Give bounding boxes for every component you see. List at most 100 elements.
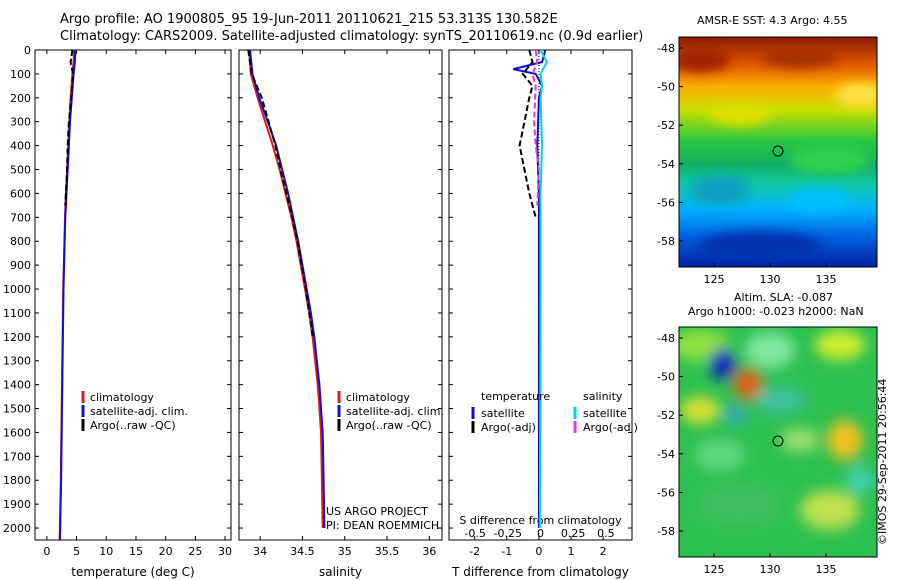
salinity-diff-tick-label: -0.5 [464,527,485,540]
salinity-diff-tick-label: 0.25 [561,527,586,540]
difference-x-tick-label: -1 [501,545,512,558]
map-axes: -48 -50 -52 -54 -56 -58 125 130 135 [657,42,836,286]
temperature-x-tick-label: 20 [159,545,173,558]
salinity-diff-tick-label: 0 [537,527,544,540]
difference-x-axis-label: T difference from climatology [451,565,629,579]
salinity-x-tick-label: 34 [253,545,267,558]
depth-tick-label: 300 [10,116,31,129]
difference-series-3 [538,49,549,529]
temperature-frame [34,49,232,541]
difference-series-2 [518,49,537,218]
legend-label: satellite-adj. clim. [90,405,188,418]
salinity-diff-tick-label: -0.25 [494,527,522,540]
map-axes: -48 -50 -52 -54 -56 -58 125 130 135 [657,332,836,576]
legend-temperature-header: temperature [481,390,550,403]
legend-label: Argo(-adj) [583,421,638,434]
temperature-x-tick-label: 15 [129,545,143,558]
temperature-x-tick-label: 0 [43,545,50,558]
depth-tick-label: 1500 [3,403,31,416]
depth-tick-label: 1800 [3,474,31,487]
depth-tick-label: 1900 [3,498,31,511]
legend-label: satellite [481,407,525,420]
credit-line-1: US ARGO PROJECT [326,505,428,518]
depth-tick-label: 1400 [3,379,31,392]
legend-salinity-header: salinity [583,390,623,403]
map-lon-tick-label: 130 [760,273,781,286]
map-lat-tick-label: -56 [657,196,675,209]
map-lat-tick-label: -48 [657,332,675,345]
legend-label: satellite [583,407,627,420]
map-lat-tick-label: -52 [657,119,675,132]
legend-label: Argo(-adj) [481,421,536,434]
temperature-x-tick-label: 30 [218,545,232,558]
map-lat-tick-label: -54 [657,158,675,171]
depth-tick-label: 900 [10,259,31,272]
legend-label: Argo(..raw -QC) [346,419,432,432]
depth-tick-label: 700 [10,211,31,224]
salinity-panel: 34 34.5 35 35.5 36 salinity climatologysatelli… [238,49,444,579]
difference-x-tick-label: 0 [535,545,542,558]
sla-map-title-1: Altim. SLA: -0.087 [734,291,834,304]
map-lon-tick-label: 135 [816,563,837,576]
difference-x-tick-label: 2 [600,545,607,558]
salinity-x-axis-label: salinity [319,565,362,579]
sst-map-title: AMSR-E SST: 4.3 Argo: 4.55 [697,14,848,27]
temperature-x-axis-label: temperature (deg C) [71,565,194,579]
difference-series-4 [531,49,540,206]
map-lat-tick-label: -58 [657,235,675,248]
map-lat-tick-label: -54 [657,448,675,461]
map-lon-tick-label: 135 [816,273,837,286]
salinity-frame [238,49,443,541]
depth-tick-label: 600 [10,187,31,200]
depth-tick-label: 200 [10,92,31,105]
map-lat-tick-label: -56 [657,486,675,499]
depth-tick-label: 400 [10,140,31,153]
temperature-x-tick-label: 5 [73,545,80,558]
depth-tick-label: 1700 [3,450,31,463]
depth-tick-label: 1300 [3,355,31,368]
map-lat-tick-label: -52 [657,409,675,422]
depth-tick-label: 100 [10,68,31,81]
salinity-series-2 [249,49,326,529]
salinity-series-3 [247,49,314,337]
salinity-diff-tick-label: 0.5 [597,527,615,540]
depth-tick-label: 1200 [3,331,31,344]
map-lat-tick-label: -48 [657,42,675,55]
map-lat-tick-label: -50 [657,371,675,384]
temperature-panel: 0100200300400500600700800900100011001200… [3,44,232,579]
sla-map [679,327,877,557]
depth-tick-label: 1600 [3,426,31,439]
map-lon-tick-label: 125 [704,273,725,286]
temperature-series-3 [64,49,75,206]
sst-argo-marker [772,145,784,157]
difference-x-tick-label: 1 [568,545,575,558]
depth-tick-label: 1100 [3,307,31,320]
sla-map-title-2: Argo h1000: -0.023 h2000: NaN [688,305,864,318]
salinity-x-tick-label: 36 [422,545,436,558]
temperature-x-tick-label: 25 [188,545,202,558]
depth-tick-label: 1000 [3,283,31,296]
depth-tick-label: 0 [24,44,31,57]
title-line-2: Climatology: CARS2009. Satellite-adjuste… [60,29,644,44]
credit-line-2: PI: DEAN ROEMMICH [326,519,440,532]
map-lon-tick-label: 125 [704,563,725,576]
map-lat-tick-label: -58 [657,525,675,538]
salinity-x-tick-label: 35 [338,545,352,558]
temperature-x-tick-label: 10 [99,545,113,558]
legend-label: climatology [346,391,410,404]
salinity-series-1 [248,49,324,529]
difference-x-tick-label: -2 [469,545,480,558]
legend-label: climatology [90,391,154,404]
map-lat-tick-label: -50 [657,81,675,94]
depth-tick-label: 500 [10,164,31,177]
legend-label: Argo(..raw -QC) [90,419,176,432]
sla-argo-marker [772,435,784,447]
temperature-series-2 [58,49,77,541]
difference-panel: -2 -1 0 1 2 T difference from climatology -0.5… [448,49,638,579]
salinity-x-tick-label: 34.5 [290,545,315,558]
copyright-stamp: ©IMOS 29-Sep-2011 20:56:44 [876,378,889,545]
depth-tick-label: 800 [10,235,31,248]
map-lon-tick-label: 130 [760,563,781,576]
salinity-x-tick-label: 35.5 [375,545,400,558]
